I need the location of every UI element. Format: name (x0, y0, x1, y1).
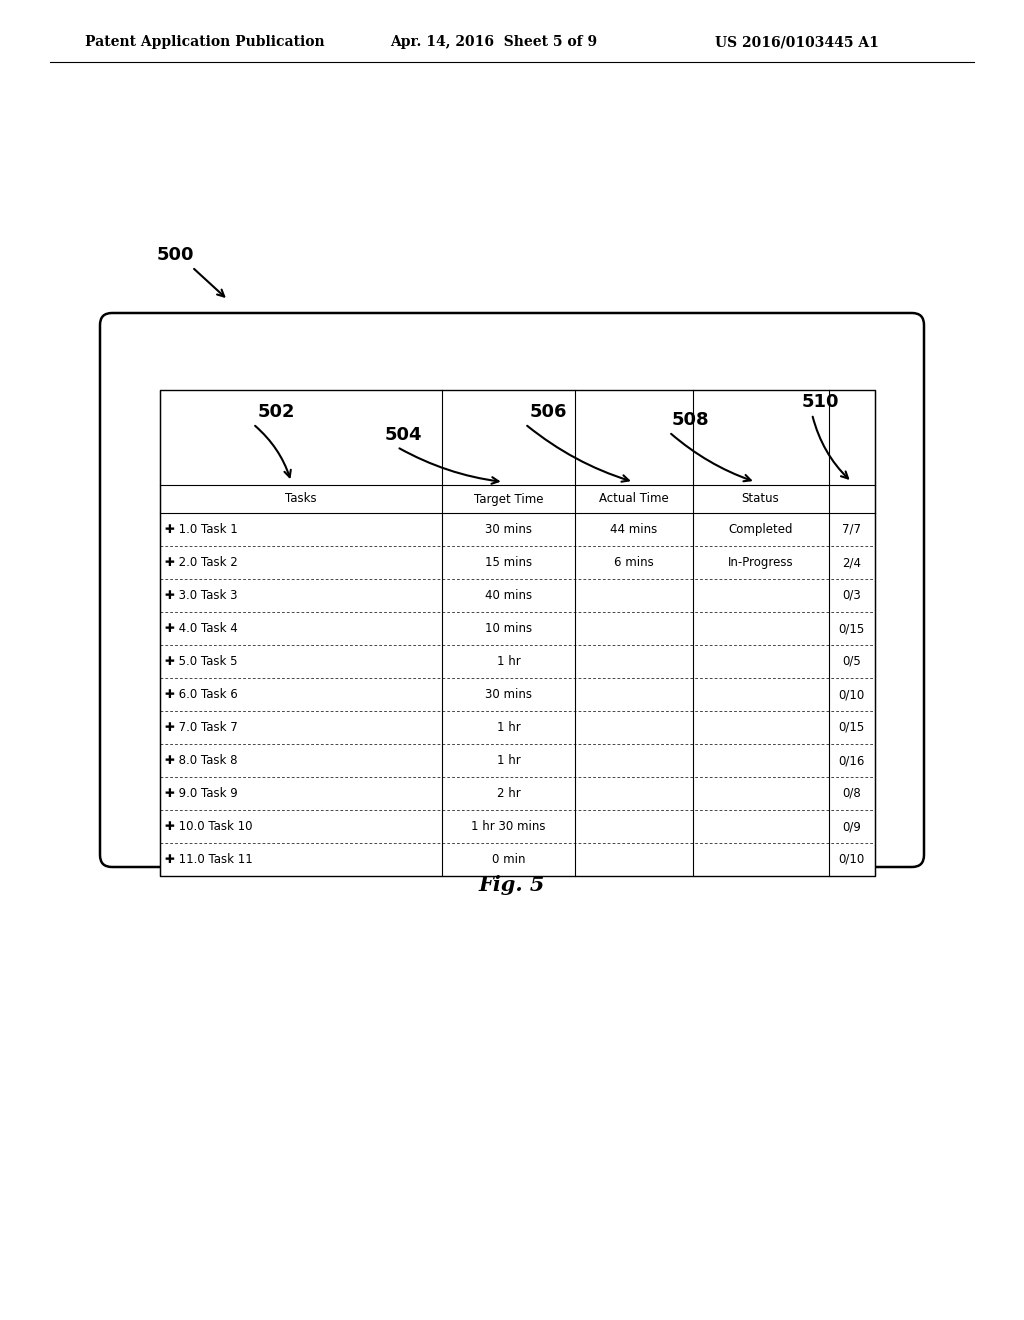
Text: ✚ 8.0 Task 8: ✚ 8.0 Task 8 (165, 754, 238, 767)
Text: US 2016/0103445 A1: US 2016/0103445 A1 (715, 36, 879, 49)
Text: ✚ 5.0 Task 5: ✚ 5.0 Task 5 (165, 655, 238, 668)
Text: 0/15: 0/15 (839, 622, 865, 635)
Text: ✚ 3.0 Task 3: ✚ 3.0 Task 3 (165, 589, 238, 602)
Text: 1 hr: 1 hr (497, 655, 520, 668)
Text: 508: 508 (672, 411, 710, 429)
Text: ✚ 2.0 Task 2: ✚ 2.0 Task 2 (165, 556, 238, 569)
Bar (160, 389, 874, 876)
Text: ✚ 11.0 Task 11: ✚ 11.0 Task 11 (165, 853, 253, 866)
Text: Completed: Completed (728, 523, 793, 536)
Text: 500: 500 (157, 246, 195, 264)
Text: 7/7: 7/7 (843, 523, 861, 536)
Text: 10 mins: 10 mins (485, 622, 532, 635)
Text: ✚ 10.0 Task 10: ✚ 10.0 Task 10 (165, 820, 253, 833)
FancyBboxPatch shape (100, 313, 924, 867)
Text: ✚ 6.0 Task 6: ✚ 6.0 Task 6 (165, 688, 238, 701)
Text: In-Progress: In-Progress (728, 556, 794, 569)
Text: Actual Time: Actual Time (599, 492, 669, 506)
Text: 1 hr: 1 hr (497, 721, 520, 734)
Text: 504: 504 (385, 426, 423, 444)
Text: 30 mins: 30 mins (485, 688, 532, 701)
Text: 40 mins: 40 mins (485, 589, 532, 602)
Text: 0/16: 0/16 (839, 754, 865, 767)
Text: Apr. 14, 2016  Sheet 5 of 9: Apr. 14, 2016 Sheet 5 of 9 (390, 36, 597, 49)
Text: 1 hr: 1 hr (497, 754, 520, 767)
Text: 502: 502 (258, 403, 296, 421)
Text: ✚ 7.0 Task 7: ✚ 7.0 Task 7 (165, 721, 238, 734)
Text: 44 mins: 44 mins (610, 523, 657, 536)
Text: 30 mins: 30 mins (485, 523, 532, 536)
Text: 0/9: 0/9 (843, 820, 861, 833)
Text: Status: Status (741, 492, 779, 506)
Text: 2 hr: 2 hr (497, 787, 520, 800)
Text: 0 min: 0 min (492, 853, 525, 866)
Text: Target Time: Target Time (474, 492, 544, 506)
Text: 1 hr 30 mins: 1 hr 30 mins (471, 820, 546, 833)
Text: 0/10: 0/10 (839, 688, 865, 701)
Text: 510: 510 (802, 393, 840, 411)
Text: 0/10: 0/10 (839, 853, 865, 866)
Text: 2/4: 2/4 (843, 556, 861, 569)
Text: 0/3: 0/3 (843, 589, 861, 602)
Text: 0/8: 0/8 (843, 787, 861, 800)
Text: Tasks: Tasks (286, 492, 317, 506)
Text: 6 mins: 6 mins (613, 556, 653, 569)
Text: Fig. 5: Fig. 5 (479, 875, 545, 895)
Text: ✚ 4.0 Task 4: ✚ 4.0 Task 4 (165, 622, 238, 635)
Text: Patent Application Publication: Patent Application Publication (85, 36, 325, 49)
Text: ✚ 1.0 Task 1: ✚ 1.0 Task 1 (165, 523, 238, 536)
Text: 0/15: 0/15 (839, 721, 865, 734)
Text: 15 mins: 15 mins (485, 556, 532, 569)
Text: 0/5: 0/5 (843, 655, 861, 668)
Text: ✚ 9.0 Task 9: ✚ 9.0 Task 9 (165, 787, 238, 800)
Text: 506: 506 (530, 403, 567, 421)
